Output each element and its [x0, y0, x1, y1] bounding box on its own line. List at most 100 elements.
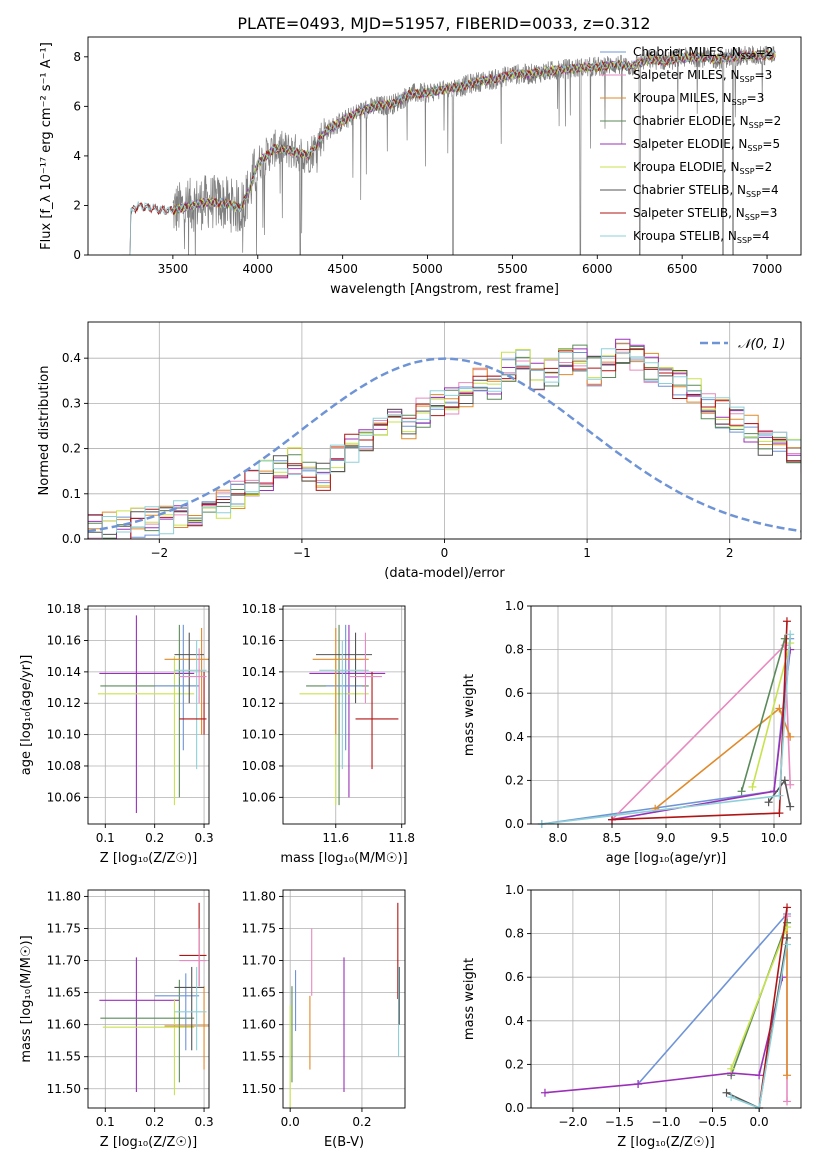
legend-entry-sub: SSP — [732, 98, 747, 107]
y-tick-label: 10.16 — [242, 634, 276, 648]
y-axis-label: Flux [f_λ 10⁻¹⁷ erg cm⁻² s⁻¹ A⁻¹] — [39, 42, 54, 250]
x-axis-label: mass [log₁₀(M/M☉)] — [280, 851, 407, 866]
legend-entry-n: =4 — [752, 229, 770, 243]
x-axis-label: age [log₁₀(age/yr)] — [606, 851, 727, 866]
y-tick-label: 11.75 — [47, 921, 81, 935]
axes-frame — [87, 889, 210, 1109]
x-tick-label: 8.0 — [548, 831, 567, 845]
data-point — [315, 632, 373, 704]
x-tick-label: 0.3 — [195, 831, 214, 845]
age_vs_Z-chart: 0.1 0.2 0.3 10.06 10.08 10.10 10.12 10.14 10.16 1… — [19, 602, 214, 866]
y-tick-label: 11.80 — [47, 889, 81, 903]
y-tick-label: 10.12 — [242, 696, 276, 710]
y-tick-label: 8 — [73, 50, 81, 64]
weight_vs_age-plot-area — [537, 617, 795, 828]
data-point — [325, 624, 363, 751]
weight-series — [755, 903, 792, 1112]
legend-entry-sub: SSP — [745, 213, 760, 222]
weight-series — [608, 617, 791, 824]
x-axis-label: E(B-V) — [324, 1135, 364, 1150]
weight-series — [727, 923, 792, 1073]
y-tick-label: 0.2 — [505, 1057, 524, 1071]
residuals-legend: 𝒩(0, 1) — [700, 337, 785, 352]
data-point — [299, 656, 369, 806]
x-tick-label: 0.3 — [195, 1115, 214, 1129]
y-tick-label: 10.14 — [242, 665, 276, 679]
y-axis-label: age [log₁₀(age/yr)] — [19, 655, 34, 776]
y-tick-label: 0.6 — [505, 686, 524, 700]
weight-line — [726, 937, 788, 1110]
x-tick-label: 4000 — [242, 262, 273, 276]
legend-entry-n: =3 — [760, 206, 778, 220]
legend-entry-sub: SSP — [740, 167, 755, 176]
legend-entry-sub: SSP — [741, 52, 756, 61]
x-tick-label: −1.5 — [605, 1115, 634, 1129]
x-tick-label: 11.6 — [322, 831, 349, 845]
weight-series — [540, 973, 787, 1097]
spectrum-model-line — [122, 49, 776, 255]
x-tick-label: 8.5 — [602, 831, 621, 845]
data-point — [312, 627, 369, 735]
x-tick-label: 9.5 — [710, 831, 729, 845]
y-tick-label: 10.08 — [47, 759, 81, 773]
legend-entry-label: Kroupa STELIB, N — [633, 229, 737, 243]
data-point — [174, 966, 207, 1051]
legend-entry-n: =2 — [756, 45, 774, 59]
x-tick-label: 5000 — [412, 262, 443, 276]
data-point — [179, 928, 207, 987]
y-tick-label: 0.1 — [62, 487, 81, 501]
legend-entry-label: Chabrier ELODIE, N — [633, 114, 749, 128]
y-tick-label: 0.8 — [505, 927, 524, 941]
y-tick-label: 11.60 — [47, 1018, 81, 1032]
y-tick-label: 1.0 — [505, 883, 524, 897]
y-tick-label: 10.10 — [47, 728, 81, 742]
y-tick-label: 0.0 — [62, 532, 81, 546]
x-axis-label: wavelength [Angstrom, rest frame] — [330, 282, 559, 297]
data-point — [99, 957, 180, 1092]
x-tick-label: 10.0 — [761, 831, 788, 845]
y-tick-label: 0.4 — [62, 351, 81, 365]
x-axis-label: (data-model)/error — [384, 566, 505, 581]
x-tick-label: 6000 — [582, 262, 613, 276]
weight_vs_Z-chart: −2.0 −1.5 −1.0 −0.5 0.0 0.0 0.2 0.4 0.6 0.8 1.0 Z [… — [462, 883, 802, 1150]
legend-entry-n: =4 — [761, 183, 779, 197]
y-tick-label: 11.50 — [242, 1082, 276, 1096]
x-tick-label: 2 — [726, 546, 734, 560]
x-tick-label: 6500 — [667, 262, 698, 276]
x-tick-label: 9.0 — [656, 831, 675, 845]
axes-frame — [282, 889, 406, 1109]
legend-entry-label: Salpeter STELIB, N — [633, 206, 745, 220]
data-point — [174, 966, 205, 1051]
mass_vs_ebv-plot-area — [289, 902, 400, 1108]
x-tick-label: 5500 — [497, 262, 528, 276]
weight_vs_age-chart: 8.0 8.5 9.0 9.5 10.0 0.0 0.2 0.4 0.6 0.8 1.0 age [l… — [462, 599, 802, 866]
data-point — [100, 624, 200, 798]
mass_vs_Z-chart: 0.1 0.2 0.3 11.50 11.55 11.60 11.65 11.70 11.75 1… — [19, 889, 214, 1150]
weight-series — [722, 933, 792, 1112]
legend-entry: Salpeter STELIB, NSSP=3 — [633, 206, 777, 222]
data-point — [309, 624, 386, 798]
age_vs_mass-plot-area — [299, 624, 399, 806]
y-tick-label: 10.10 — [242, 728, 276, 742]
y-tick-label: 11.75 — [242, 921, 276, 935]
legend-entry-n: =3 — [747, 91, 765, 105]
age_vs_mass-chart: 11.6 11.8 10.06 10.08 10.10 10.12 10.14 10.16 10… — [242, 602, 415, 866]
data-point — [348, 632, 382, 704]
residual-histogram-step — [88, 348, 801, 539]
mass_vs_Z-plot-area — [99, 902, 209, 1096]
legend-entry-n: =2 — [755, 160, 773, 174]
legend-entry-sub: SSP — [747, 144, 762, 153]
legend-entry-n: =3 — [755, 68, 773, 82]
data-point — [164, 627, 209, 735]
residual-histogram-step — [88, 348, 801, 539]
weight-line — [751, 642, 791, 788]
spectrum-plot-area — [122, 45, 776, 255]
y-tick-label: 0.2 — [505, 773, 524, 787]
residual-histogram-step — [88, 344, 801, 539]
normal-curve — [88, 357, 801, 533]
legend-entry-label: Salpeter MILES, N — [633, 68, 740, 82]
data-point — [319, 640, 369, 770]
x-axis-label: Z [log₁₀(Z/Z☉)] — [100, 851, 197, 866]
residual-histogram-step — [88, 351, 801, 539]
